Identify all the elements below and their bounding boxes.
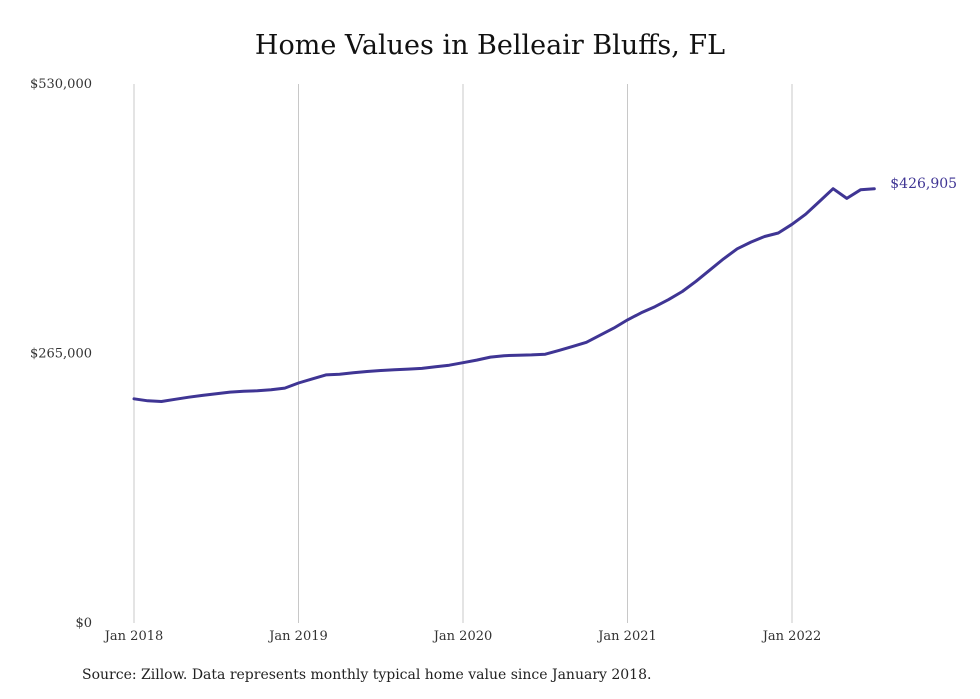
x-tick-label: Jan 2019: [267, 629, 328, 644]
end-value-label: $426,905: [890, 176, 957, 192]
x-tick-label: Jan 2018: [103, 629, 164, 644]
y-tick-label: $265,000: [30, 347, 92, 362]
y-tick-label: $530,000: [30, 77, 92, 92]
chart-title: Home Values in Belleair Bluffs, FL: [254, 30, 726, 61]
x-tick-label: Jan 2020: [432, 629, 493, 644]
x-axis-ticks: Jan 2018 Jan 2019 Jan 2020 Jan 2021 Jan 2022: [103, 629, 822, 644]
x-tick-label: Jan 2021: [596, 629, 657, 644]
series-line: [132, 187, 876, 403]
series-layer: $426,905: [132, 176, 957, 403]
source-note: Source: Zillow. Data represents monthly …: [82, 667, 652, 683]
x-tick-label: Jan 2022: [761, 629, 822, 644]
grid-lines: [133, 84, 793, 623]
y-axis-ticks: $0 $265,000 $530,000: [30, 77, 92, 631]
y-tick-label: $0: [75, 616, 92, 631]
